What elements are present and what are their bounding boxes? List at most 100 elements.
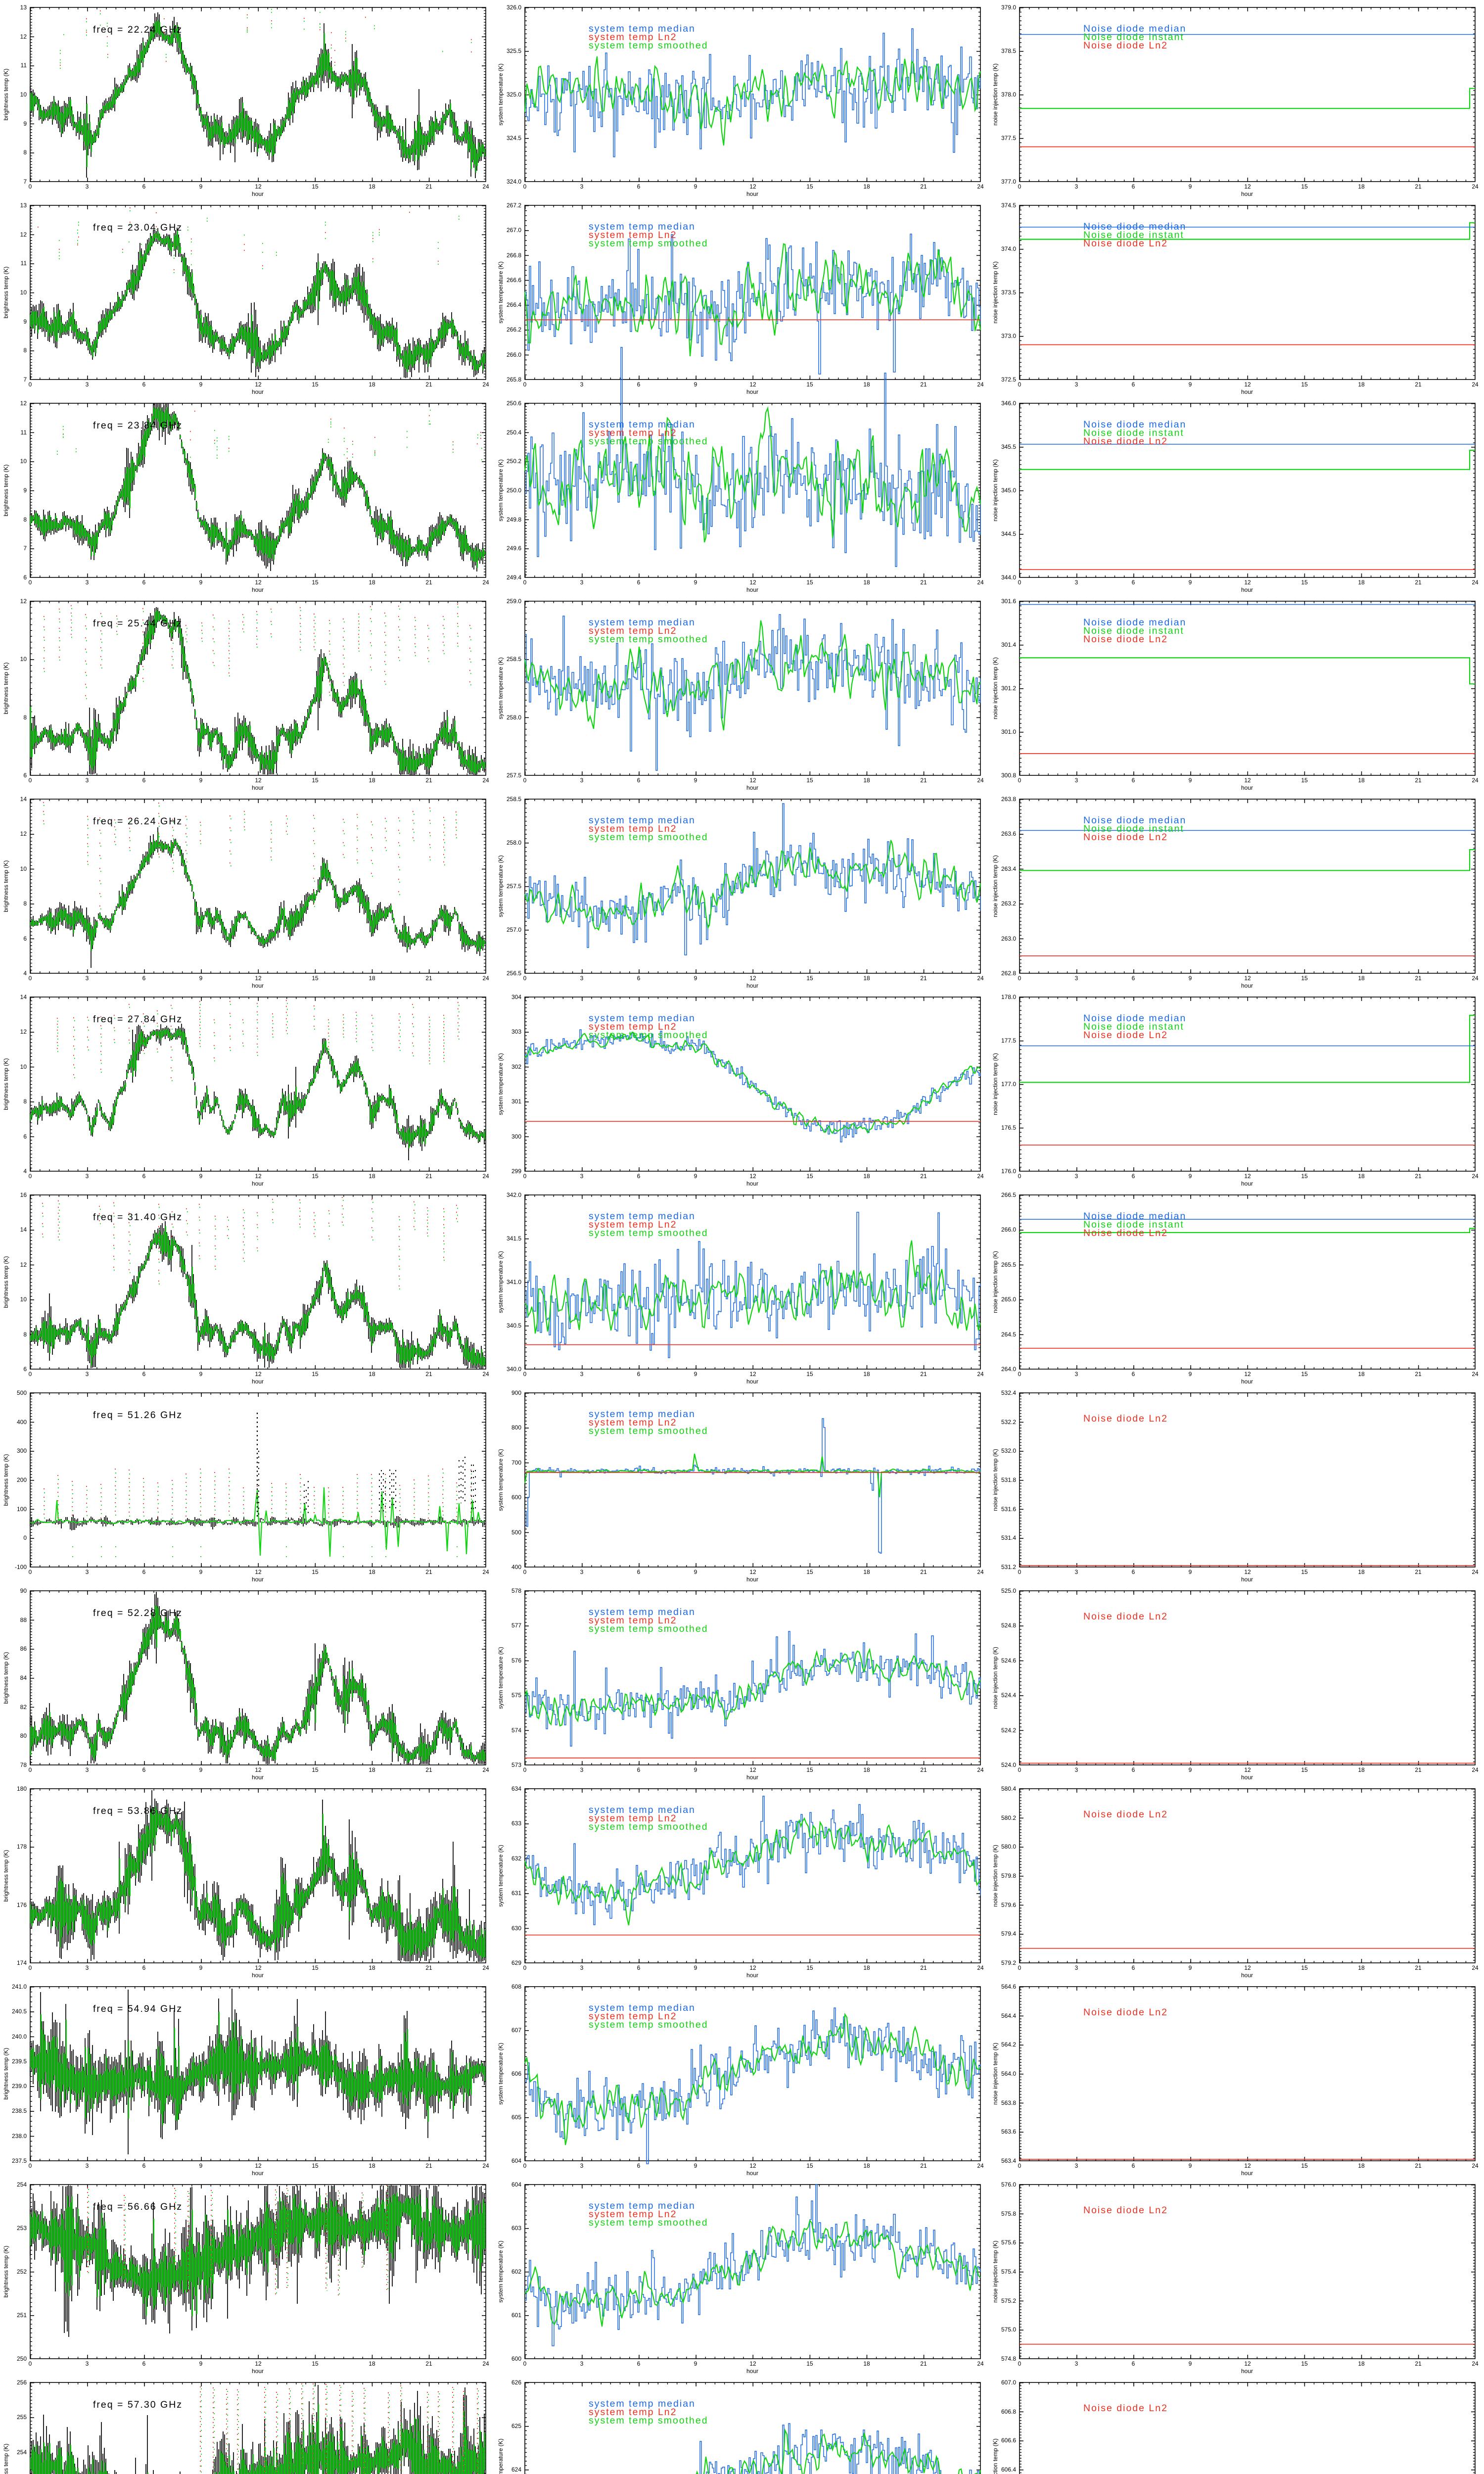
- svg-text:21: 21: [1415, 1964, 1422, 1971]
- svg-text:176: 176: [17, 1902, 27, 1908]
- svg-text:524.8: 524.8: [1001, 1622, 1016, 1629]
- svg-text:0: 0: [523, 2162, 527, 2169]
- svg-text:324.0: 324.0: [507, 178, 521, 185]
- svg-text:15: 15: [312, 1766, 319, 1773]
- svg-text:brightness temp (K): brightness temp (K): [2, 1058, 9, 1110]
- svg-text:noise injection temp (K): noise injection temp (K): [992, 63, 999, 125]
- svg-text:14: 14: [20, 1226, 27, 1233]
- svg-text:system temp median: system temp median: [589, 1607, 696, 1618]
- svg-text:24: 24: [977, 2360, 984, 2367]
- svg-text:21: 21: [425, 2360, 432, 2367]
- svg-text:hour: hour: [1241, 1576, 1253, 1583]
- svg-text:8: 8: [23, 516, 27, 523]
- svg-text:18: 18: [1358, 1569, 1365, 1575]
- svg-text:606: 606: [511, 2070, 521, 2077]
- svg-text:4: 4: [23, 970, 27, 977]
- svg-text:21: 21: [920, 1766, 927, 1773]
- svg-text:system temperature (K): system temperature (K): [497, 1845, 504, 1906]
- svg-text:6: 6: [637, 1371, 641, 1378]
- svg-text:6: 6: [142, 183, 146, 190]
- svg-text:brightness temp (K): brightness temp (K): [2, 1256, 9, 1308]
- svg-text:577: 577: [511, 1622, 521, 1629]
- svg-text:hour: hour: [252, 190, 264, 197]
- svg-text:9: 9: [694, 183, 697, 190]
- svg-text:freq = 52.28 GHz: freq = 52.28 GHz: [93, 1608, 183, 1618]
- svg-text:524.4: 524.4: [1001, 1692, 1016, 1699]
- svg-text:noise injection temp (K): noise injection temp (K): [992, 2240, 999, 2302]
- svg-text:266.6: 266.6: [507, 277, 521, 284]
- svg-text:0: 0: [1018, 1173, 1021, 1180]
- svg-text:12: 12: [749, 1766, 756, 1773]
- svg-text:system temp smoothed: system temp smoothed: [589, 1426, 708, 1436]
- svg-text:0: 0: [1018, 579, 1021, 586]
- svg-text:15: 15: [1301, 183, 1308, 190]
- svg-text:6: 6: [1132, 1371, 1135, 1378]
- svg-text:system temp Ln2: system temp Ln2: [589, 2209, 677, 2220]
- svg-text:15: 15: [1301, 1371, 1308, 1378]
- svg-text:12: 12: [1244, 1766, 1251, 1773]
- svg-text:3: 3: [580, 1766, 584, 1773]
- svg-text:15: 15: [806, 381, 813, 388]
- svg-text:24: 24: [482, 381, 489, 388]
- svg-text:6: 6: [142, 1964, 146, 1971]
- svg-text:263.8: 263.8: [1001, 796, 1016, 803]
- svg-text:hour: hour: [746, 586, 758, 593]
- svg-text:12: 12: [255, 1964, 262, 1971]
- svg-text:Noise diode Ln2: Noise diode Ln2: [1083, 1030, 1168, 1041]
- svg-text:brightness temp (K): brightness temp (K): [2, 860, 9, 912]
- svg-text:21: 21: [425, 579, 432, 586]
- svg-text:325.0: 325.0: [507, 91, 521, 98]
- svg-text:15: 15: [806, 2360, 813, 2367]
- svg-text:377.0: 377.0: [1001, 178, 1016, 185]
- svg-text:257.0: 257.0: [507, 926, 521, 933]
- svg-text:3: 3: [1075, 2360, 1078, 2367]
- svg-text:6: 6: [1132, 777, 1135, 784]
- svg-text:563.8: 563.8: [1001, 2099, 1016, 2106]
- svg-text:system temp Ln2: system temp Ln2: [589, 1021, 677, 1032]
- svg-text:18: 18: [369, 1766, 375, 1773]
- svg-text:24: 24: [1472, 975, 1479, 982]
- svg-text:259.0: 259.0: [507, 598, 521, 605]
- svg-text:Noise diode instant: Noise diode instant: [1083, 1021, 1184, 1032]
- svg-text:10: 10: [20, 458, 27, 465]
- svg-text:15: 15: [312, 183, 319, 190]
- svg-text:0: 0: [523, 381, 527, 388]
- svg-text:3: 3: [86, 381, 89, 388]
- svg-text:345.0: 345.0: [1001, 487, 1016, 494]
- svg-text:90: 90: [20, 1587, 27, 1594]
- svg-text:noise injection temp (K): noise injection temp (K): [992, 1449, 999, 1511]
- svg-text:0: 0: [1018, 975, 1021, 982]
- svg-text:0: 0: [29, 1173, 32, 1180]
- svg-text:12: 12: [20, 33, 27, 40]
- svg-text:18: 18: [1358, 1371, 1365, 1378]
- svg-text:3: 3: [86, 2162, 89, 2169]
- svg-text:9: 9: [199, 579, 203, 586]
- svg-text:3: 3: [1075, 579, 1078, 586]
- svg-text:24: 24: [482, 2360, 489, 2367]
- svg-text:6: 6: [637, 2162, 641, 2169]
- svg-text:21: 21: [425, 1766, 432, 1773]
- svg-text:10: 10: [20, 865, 27, 872]
- svg-text:600: 600: [511, 1494, 521, 1501]
- svg-text:18: 18: [1358, 579, 1365, 586]
- svg-text:15: 15: [1301, 2162, 1308, 2169]
- svg-text:18: 18: [863, 2360, 870, 2367]
- svg-text:15: 15: [1301, 1766, 1308, 1773]
- svg-text:24: 24: [1472, 1569, 1479, 1575]
- svg-text:374.5: 374.5: [1001, 202, 1016, 209]
- svg-text:267.0: 267.0: [507, 227, 521, 234]
- svg-text:12: 12: [749, 381, 756, 388]
- svg-text:8: 8: [23, 149, 27, 156]
- svg-text:6: 6: [637, 2360, 641, 2367]
- svg-text:18: 18: [1358, 183, 1365, 190]
- svg-text:8: 8: [23, 1098, 27, 1105]
- svg-text:0: 0: [523, 777, 527, 784]
- svg-text:21: 21: [1415, 2360, 1422, 2367]
- svg-text:6: 6: [142, 777, 146, 784]
- svg-text:freq = 31.40 GHz: freq = 31.40 GHz: [93, 1212, 183, 1223]
- svg-text:24: 24: [977, 183, 984, 190]
- svg-text:6: 6: [142, 1766, 146, 1773]
- svg-text:hour: hour: [252, 2368, 264, 2375]
- svg-text:9: 9: [694, 381, 697, 388]
- svg-text:12: 12: [20, 1028, 27, 1035]
